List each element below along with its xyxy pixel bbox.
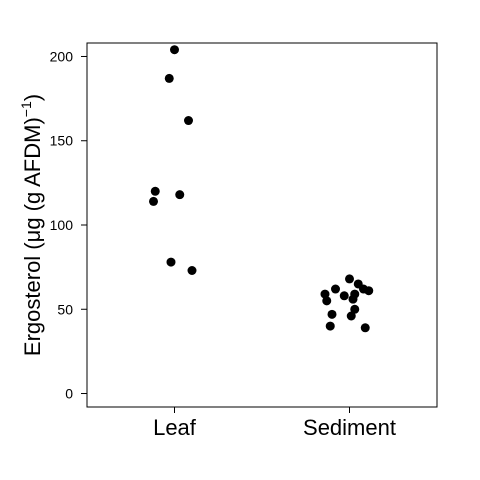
data-point-leaf bbox=[149, 196, 158, 206]
y-axis-title-mu: μ bbox=[20, 230, 45, 243]
data-point-leaf bbox=[166, 257, 176, 267]
y-tick-label: 0 bbox=[65, 386, 73, 402]
y-axis-title-unit: g (g AFDM) bbox=[20, 117, 45, 229]
data-point-sediment bbox=[320, 289, 330, 299]
data-point-sediment bbox=[350, 304, 360, 314]
y-axis-title-superscript: −1 bbox=[18, 101, 34, 117]
data-point-leaf bbox=[170, 45, 179, 55]
x-category-label: Leaf bbox=[153, 415, 197, 440]
y-tick-label: 50 bbox=[57, 301, 73, 317]
y-axis: 0 50 100 150 200 bbox=[50, 48, 87, 402]
data-point-sediment bbox=[325, 321, 335, 331]
data-point-leaf bbox=[175, 190, 185, 200]
y-axis-title-suffix: ) bbox=[20, 94, 45, 101]
data-point-sediment bbox=[339, 291, 349, 301]
data-point-sediment bbox=[345, 274, 354, 284]
data-point-sediment bbox=[322, 296, 332, 306]
x-axis: Leaf Sediment bbox=[153, 407, 396, 440]
data-point-leaf bbox=[184, 116, 193, 126]
y-axis-title: Ergosterol (μg (g AFDM)−1) bbox=[18, 94, 45, 356]
data-point-leaf bbox=[150, 186, 160, 196]
data-point-leaf bbox=[187, 266, 197, 275]
y-tick-label: 100 bbox=[50, 217, 74, 233]
x-category-label: Sediment bbox=[303, 415, 396, 440]
data-point-leaf bbox=[164, 73, 174, 83]
data-point-sediment bbox=[360, 323, 370, 333]
data-points bbox=[149, 45, 374, 333]
y-tick-label: 200 bbox=[50, 48, 74, 64]
data-point-sediment bbox=[364, 286, 374, 296]
data-point-sediment bbox=[331, 284, 340, 294]
data-point-sediment bbox=[346, 311, 356, 321]
data-point-sediment bbox=[327, 309, 337, 319]
y-tick-label: 150 bbox=[50, 133, 74, 149]
y-axis-title-prefix: Ergosterol ( bbox=[20, 242, 45, 356]
data-point-sediment bbox=[348, 294, 358, 304]
